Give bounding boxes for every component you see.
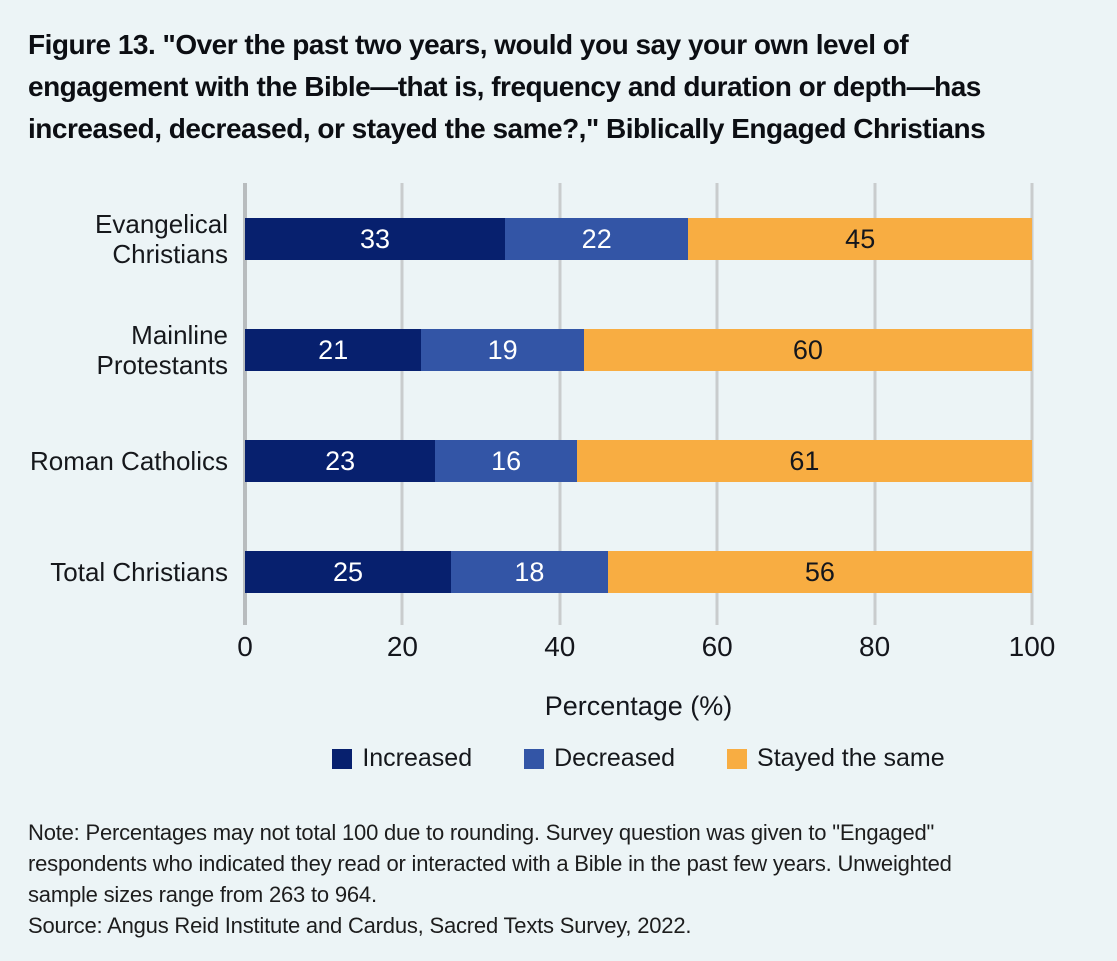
x-tick-label: 100 xyxy=(1008,631,1056,662)
bar-segment: 60 xyxy=(583,329,1032,371)
chart-legend: Increased Decreased Stayed the same xyxy=(245,744,1032,773)
legend-label: Decreased xyxy=(554,744,676,772)
bar-segment: 23 xyxy=(245,440,436,482)
bar-row: 21 19 60 xyxy=(245,329,1032,371)
y-axis-line xyxy=(243,183,247,625)
gridline-x-40 xyxy=(558,183,562,625)
text-line: Figure 13. "Over the past two years, wou… xyxy=(28,29,909,60)
category-label: Evangelical Christians xyxy=(95,209,228,269)
category-label: Mainline Protestants xyxy=(96,320,228,380)
legend-swatch-icon xyxy=(524,748,545,769)
gridline-x-60 xyxy=(715,183,719,625)
x-tick-label: 60 xyxy=(701,631,733,662)
x-tick-label: 20 xyxy=(386,631,418,662)
gridline-x-100 xyxy=(1030,183,1034,625)
gridline-x-80 xyxy=(873,183,877,625)
gridline-x-20 xyxy=(400,183,404,625)
note-text: Note: Percentages may not total 100 due … xyxy=(28,817,1108,910)
bar-segment: 16 xyxy=(435,440,577,482)
figure-title: Figure 13. "Over the past two years, wou… xyxy=(28,24,1103,150)
text-line: engagement with the Bible—that is, frequ… xyxy=(28,71,981,102)
x-tick-label: 0 xyxy=(237,631,253,662)
y-axis-category-labels: Evangelical Christians Mainline Protestan… xyxy=(0,0,228,961)
legend-item: Stayed the same xyxy=(727,744,945,773)
text-line: increased, decreased, or stayed the same… xyxy=(28,113,986,144)
bar-segment: 45 xyxy=(688,218,1033,260)
category-label: Roman Catholics xyxy=(30,446,228,476)
bar-segment: 25 xyxy=(245,551,452,593)
legend-swatch-icon xyxy=(332,748,353,769)
bar-segment: 61 xyxy=(576,440,1032,482)
legend-item: Decreased xyxy=(524,744,675,773)
legend-item: Increased xyxy=(332,744,472,773)
x-tick-label: 80 xyxy=(859,631,891,662)
bar-row: 25 18 56 xyxy=(245,551,1032,593)
bar-segment: 33 xyxy=(245,218,506,260)
category-label: Total Christians xyxy=(50,557,228,587)
x-tick-label: 40 xyxy=(544,631,576,662)
figure-notes: Note: Percentages may not total 100 due … xyxy=(28,817,1108,941)
bar-segment: 22 xyxy=(505,218,689,260)
bar-row: 33 22 45 xyxy=(245,218,1033,260)
bar-segment: 56 xyxy=(607,551,1032,593)
text-line: respondents who indicated they read or i… xyxy=(28,851,952,876)
bar-segment: 18 xyxy=(451,551,608,593)
bar-segment: 19 xyxy=(421,329,584,371)
source-text: Source: Angus Reid Institute and Cardus,… xyxy=(28,913,692,938)
legend-swatch-icon xyxy=(727,748,748,769)
legend-label: Increased xyxy=(362,744,473,772)
text-line: Note: Percentages may not total 100 due … xyxy=(28,820,935,845)
bar-segment: 21 xyxy=(245,329,422,371)
x-axis-title: Percentage (%) xyxy=(544,691,733,721)
bar-row: 23 16 61 xyxy=(245,440,1032,482)
legend-label: Stayed the same xyxy=(757,744,945,772)
text-line: sample sizes range from 263 to 964. xyxy=(28,882,377,907)
chart-plot-area: 0 20 40 60 80 100 33 22 45 21 19 60 23 16 61 25 18 56 xyxy=(237,183,1055,662)
